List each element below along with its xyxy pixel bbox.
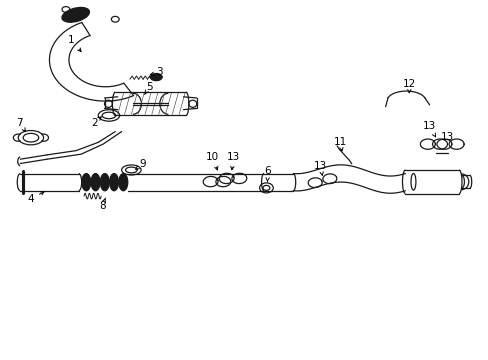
Text: 6: 6 (264, 166, 271, 182)
Text: 13: 13 (313, 161, 326, 175)
Text: 4: 4 (27, 192, 44, 204)
Ellipse shape (62, 8, 89, 22)
Text: 13: 13 (227, 152, 240, 170)
Text: 5: 5 (144, 82, 152, 95)
Text: 2: 2 (91, 117, 101, 128)
Text: 13: 13 (422, 121, 435, 137)
Text: 12: 12 (402, 79, 415, 93)
Ellipse shape (100, 174, 109, 191)
Ellipse shape (119, 174, 127, 191)
Text: 10: 10 (206, 152, 219, 170)
Ellipse shape (91, 174, 100, 191)
Text: 8: 8 (99, 198, 105, 211)
Text: 9: 9 (135, 159, 146, 169)
Text: 3: 3 (150, 67, 162, 77)
Text: 1: 1 (68, 35, 81, 51)
Text: 11: 11 (333, 137, 346, 151)
Ellipse shape (109, 174, 118, 191)
Text: 7: 7 (16, 118, 25, 131)
Text: 13: 13 (440, 132, 453, 142)
Ellipse shape (81, 174, 91, 191)
Ellipse shape (150, 73, 162, 81)
